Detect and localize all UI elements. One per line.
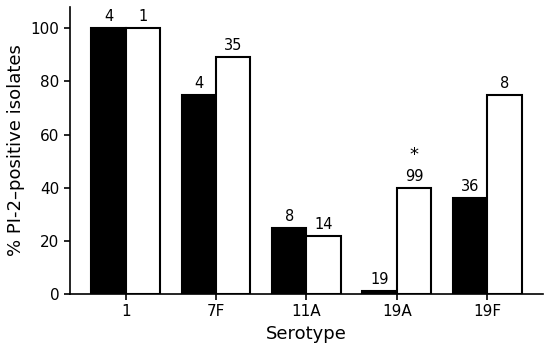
Text: 99: 99: [405, 169, 424, 184]
Bar: [306, 236, 341, 294]
Text: 4: 4: [194, 76, 204, 91]
Bar: [487, 95, 521, 294]
Bar: [272, 228, 306, 294]
Text: 36: 36: [461, 180, 479, 194]
Text: 8: 8: [285, 209, 294, 224]
Text: 14: 14: [315, 217, 333, 232]
Bar: [362, 292, 397, 294]
X-axis label: Serotype: Serotype: [266, 325, 347, 343]
Text: 4: 4: [104, 9, 113, 24]
Text: 8: 8: [500, 76, 509, 91]
Text: 35: 35: [224, 38, 243, 54]
Bar: [216, 57, 250, 294]
Bar: [397, 188, 431, 294]
Bar: [91, 28, 125, 294]
Text: 19: 19: [370, 272, 389, 287]
Bar: [182, 95, 216, 294]
Y-axis label: % PI-2–positive isolates: % PI-2–positive isolates: [7, 44, 25, 257]
Text: *: *: [410, 146, 419, 164]
Bar: [453, 198, 487, 294]
Bar: [125, 28, 160, 294]
Text: 1: 1: [138, 9, 147, 24]
